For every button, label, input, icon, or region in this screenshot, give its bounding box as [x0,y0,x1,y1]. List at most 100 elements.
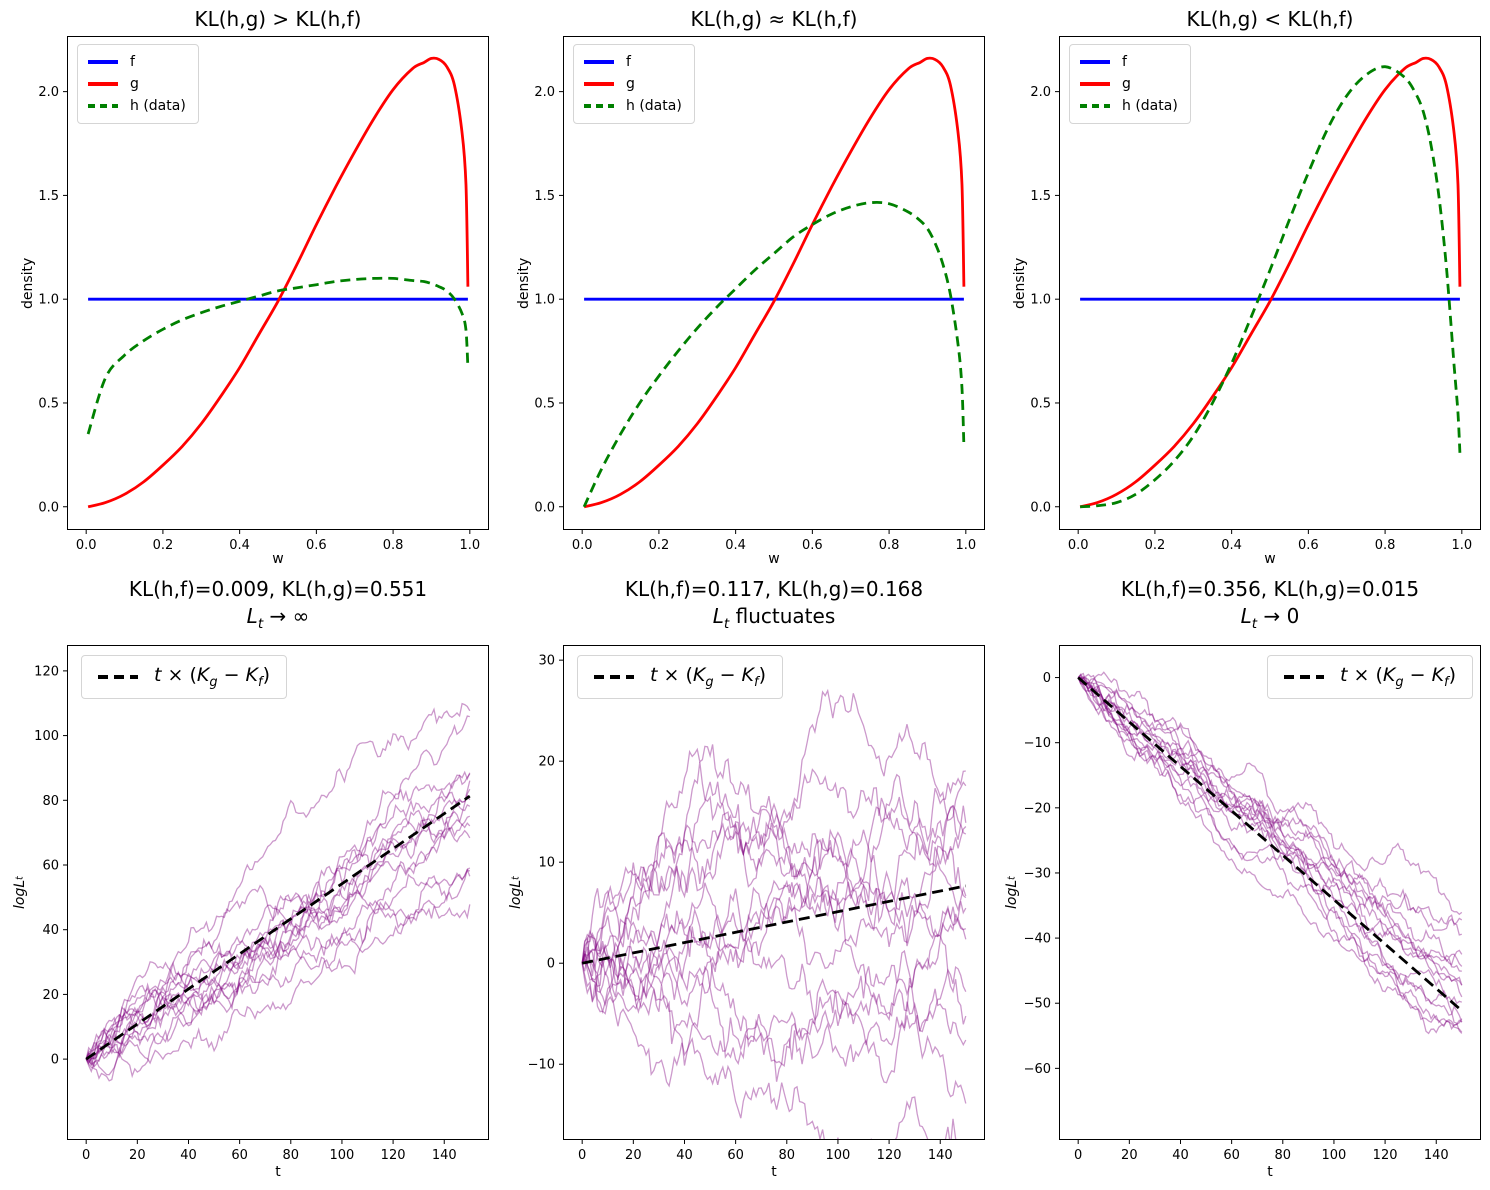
svg-text:30: 30 [538,654,555,669]
svg-text:40: 40 [42,923,59,938]
legend-item-trend: t × (Kg − Kf) [1284,664,1456,690]
svg-text:0.5: 0.5 [534,396,555,411]
svg-text:1.5: 1.5 [38,189,59,204]
svg-text:1.5: 1.5 [1030,189,1051,204]
legend-item-trend: t × (Kg − Kf) [98,664,270,690]
subplot-title: KL(h,f)=0.356, KL(h,g)=0.015 Lt → 0 [1059,576,1481,638]
svg-text:140: 140 [928,1148,953,1163]
svg-text:0: 0 [547,957,555,972]
subplot-title-limit: Lt → ∞ [246,604,310,632]
legend-item-h: h (data) [88,95,186,117]
y-axis-label: logL t [508,876,524,909]
legend-line-icon [1080,82,1110,86]
subplot-title-kl-values: KL(h,f)=0.356, KL(h,g)=0.015 [1120,577,1420,601]
svg-text:120: 120 [381,1148,406,1163]
svg-text:0.0: 0.0 [38,500,59,515]
legend-line-icon [584,60,614,64]
svg-text:−10: −10 [528,1058,555,1073]
loglik-plot-3: 0 20 40 60 80 100 120 140 −60 −50 −40 −30 −20 −10 0 [1024,645,1481,1163]
legend-item-h: h (data) [584,95,682,117]
svg-text:0.4: 0.4 [1221,538,1242,553]
svg-text:100: 100 [330,1148,355,1163]
density-plot-3: 0.0 0.2 0.4 0.6 0.8 1.0 0.0 0.5 1.0 1.5 2.0 [1030,36,1481,553]
loglik-plot-1: 0 20 40 60 80 100 120 140 0 20 40 60 80 100 120 [34,645,489,1163]
subplot-title: KL(h,g) ≈ KL(h,f) [690,7,858,31]
legend-label: t × (Kg − Kf) [650,664,766,690]
subplot-title-limit: Lt fluctuates [712,604,836,632]
legend-dashed-line-icon [1080,104,1110,108]
svg-text:60: 60 [42,859,59,874]
svg-text:20: 20 [625,1148,642,1163]
svg-text:100: 100 [34,729,59,744]
legend-label: f [1122,54,1127,70]
legend-dashed-line-icon [594,675,634,679]
legend-label: h (data) [1122,98,1178,114]
legend-item-trend: t × (Kg − Kf) [594,664,766,690]
svg-text:100: 100 [1322,1148,1347,1163]
subplot-title-kl-values: KL(h,f)=0.009, KL(h,g)=0.551 [128,577,428,601]
svg-text:0.2: 0.2 [649,538,670,553]
legend-line-icon [1080,60,1110,64]
svg-text:0.0: 0.0 [1068,538,1089,553]
svg-text:2.0: 2.0 [534,85,555,100]
legend-item-f: f [1080,51,1178,73]
legend-dashed-line-icon [584,104,614,108]
legend-dashed-line-icon [1284,675,1325,679]
svg-text:0.5: 0.5 [1030,396,1051,411]
svg-text:0.4: 0.4 [725,538,746,553]
svg-text:40: 40 [1172,1148,1189,1163]
legend: t × (Kg − Kf) [1267,655,1473,699]
legend: f g h (data) [1069,44,1191,124]
svg-text:0: 0 [82,1148,90,1163]
legend-label: t × (Kg − Kf) [1340,664,1456,690]
y-axis-label: density [516,257,532,309]
subplot-title-limit: Lt → 0 [1240,604,1300,632]
svg-text:0.5: 0.5 [38,396,59,411]
svg-text:0: 0 [1043,671,1051,686]
legend-label: g [130,76,139,92]
legend: t × (Kg − Kf) [81,655,287,699]
legend-label: f [130,54,135,70]
svg-text:60: 60 [727,1148,744,1163]
svg-text:0.8: 0.8 [383,538,404,553]
legend-item-g: g [1080,73,1178,95]
svg-text:120: 120 [1373,1148,1398,1163]
legend-label: g [1122,76,1131,92]
legend-item-f: f [584,51,682,73]
x-axis-label: t [1267,1164,1273,1180]
svg-text:1.5: 1.5 [534,189,555,204]
svg-text:140: 140 [1424,1148,1449,1163]
svg-text:80: 80 [1275,1148,1292,1163]
subplot-title: KL(h,f)=0.117, KL(h,g)=0.168 Lt fluctuat… [563,576,985,638]
x-axis-label: t [275,1164,281,1180]
svg-text:80: 80 [42,794,59,809]
svg-text:1.0: 1.0 [1451,538,1472,553]
svg-text:−30: −30 [1024,866,1051,881]
svg-text:20: 20 [538,755,555,770]
legend-label: f [626,54,631,70]
svg-text:1.0: 1.0 [534,293,555,308]
x-axis-label: w [768,551,780,567]
legend-label: h (data) [130,98,186,114]
svg-text:80: 80 [779,1148,796,1163]
svg-text:0.8: 0.8 [879,538,900,553]
legend: f g h (data) [573,44,695,124]
subplot-title: KL(h,g) > KL(h,f) [194,7,362,31]
svg-text:0.2: 0.2 [153,538,174,553]
svg-text:1.0: 1.0 [459,538,480,553]
svg-text:60: 60 [1223,1148,1240,1163]
svg-text:40: 40 [676,1148,693,1163]
x-axis-label: w [1264,551,1276,567]
legend-line-icon [88,82,118,86]
svg-text:0: 0 [51,1053,59,1068]
legend-item-g: g [584,73,682,95]
legend-item-g: g [88,73,186,95]
loglik-plot-2: 0 20 40 60 80 100 120 140 −10 0 10 20 30 [528,645,985,1163]
legend-label: h (data) [626,98,682,114]
svg-text:−50: −50 [1024,997,1051,1012]
y-axis-label: density [1012,257,1028,309]
subplot-title-kl-values: KL(h,f)=0.117, KL(h,g)=0.168 [624,577,924,601]
svg-text:140: 140 [432,1148,457,1163]
svg-text:120: 120 [877,1148,902,1163]
svg-text:0.0: 0.0 [76,538,97,553]
